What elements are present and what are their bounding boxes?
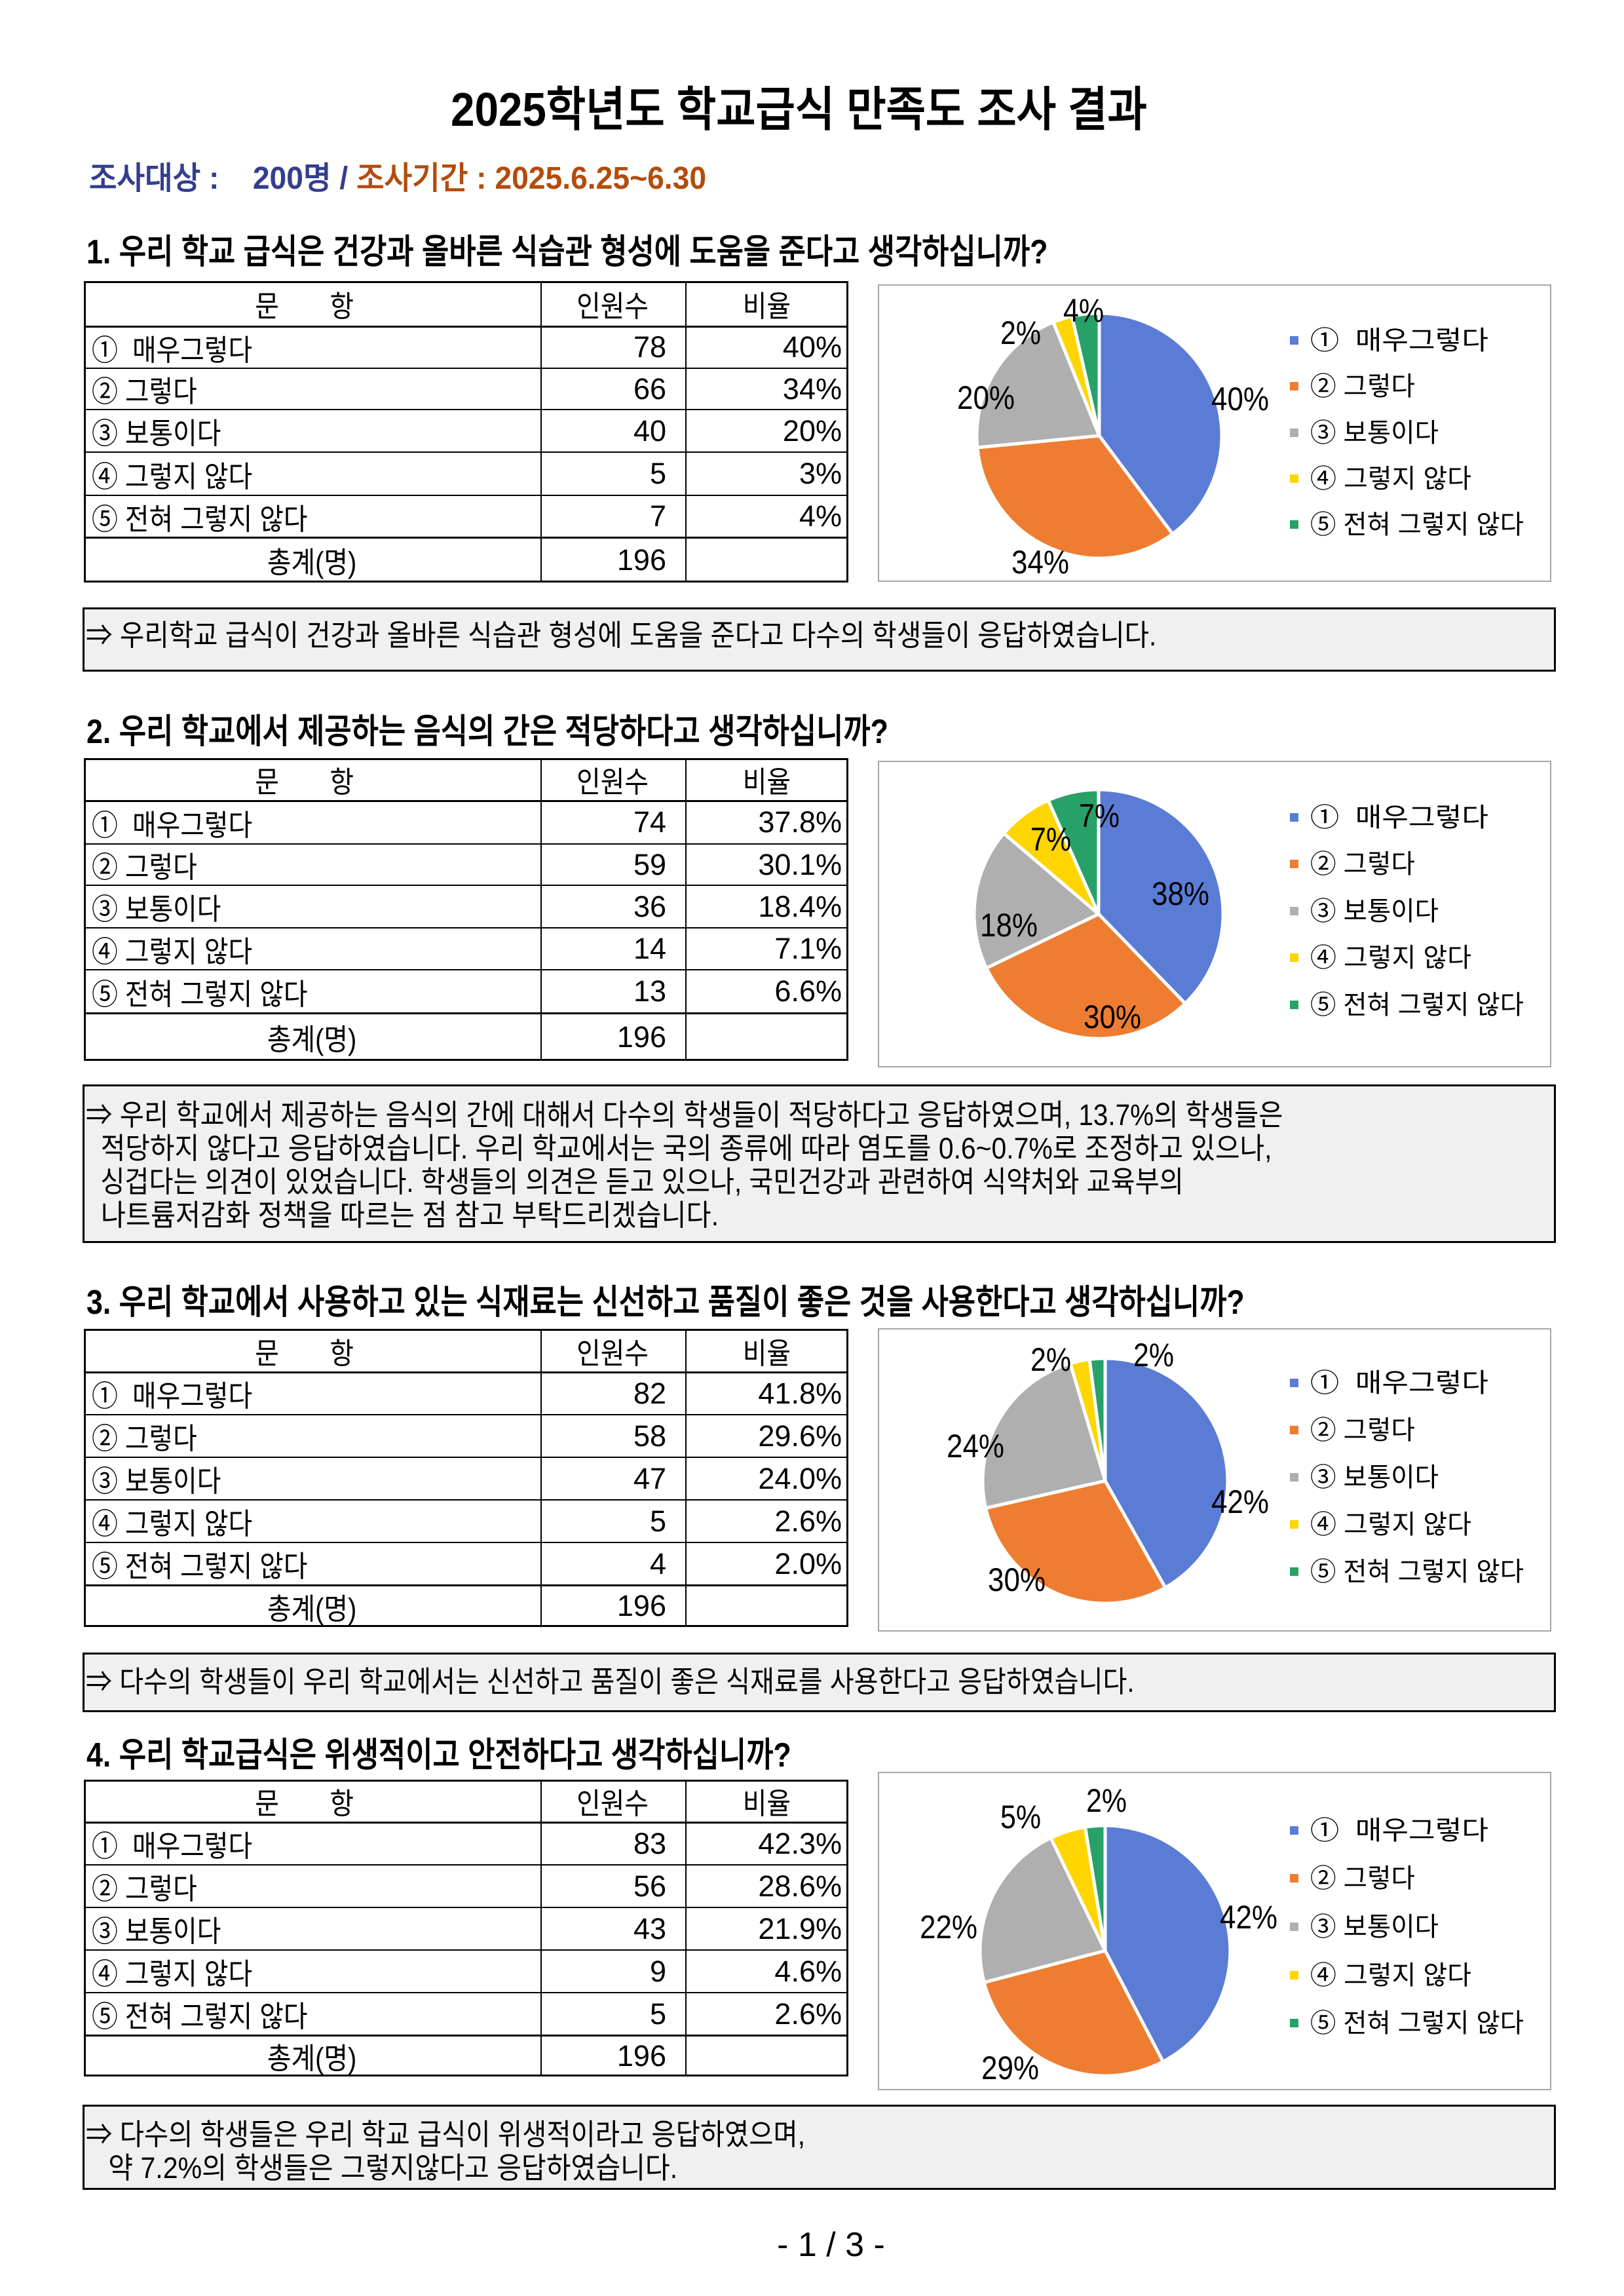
svg-text:① 매우그렇다: ① 매우그렇다 [1310, 1369, 1488, 1398]
svg-text:5%: 5% [1000, 1799, 1041, 1835]
svg-text:② 그렇다: ② 그렇다 [1310, 372, 1415, 401]
svg-text:④ 그렇지 않다: ④ 그렇지 않다 [1310, 944, 1471, 972]
svg-text:18%: 18% [980, 907, 1038, 944]
svg-text:2%: 2% [1086, 1782, 1127, 1819]
svg-text:42%: 42% [1211, 1483, 1269, 1520]
svg-text:40%: 40% [1211, 381, 1269, 417]
svg-text:2%: 2% [1000, 315, 1041, 351]
svg-text:7%: 7% [1030, 821, 1071, 858]
svg-text:④ 그렇지 않다: ④ 그렇지 않다 [1310, 1961, 1471, 1990]
svg-text:20%: 20% [957, 379, 1015, 416]
svg-text:2%: 2% [1133, 1337, 1174, 1373]
svg-text:② 그렇다: ② 그렇다 [1310, 1416, 1415, 1445]
svg-text:① 매우그렇다: ① 매우그렇다 [1310, 326, 1488, 355]
svg-text:4%: 4% [1063, 292, 1104, 329]
svg-text:④ 그렇지 않다: ④ 그렇지 않다 [1310, 1510, 1471, 1539]
svg-text:③ 보통이다: ③ 보통이다 [1310, 897, 1439, 926]
svg-text:29%: 29% [981, 2050, 1039, 2086]
svg-text:② 그렇다: ② 그렇다 [1310, 1864, 1415, 1893]
svg-text:42%: 42% [1220, 1899, 1277, 1936]
svg-text:③ 보통이다: ③ 보통이다 [1310, 419, 1439, 448]
svg-text:③ 보통이다: ③ 보통이다 [1310, 1463, 1439, 1492]
svg-text:24%: 24% [947, 1428, 1004, 1464]
svg-text:30%: 30% [988, 1561, 1046, 1598]
svg-text:7%: 7% [1079, 797, 1120, 834]
svg-text:30%: 30% [1084, 999, 1141, 1035]
svg-text:2%: 2% [1030, 1341, 1071, 1378]
svg-text:① 매우그렇다: ① 매우그렇다 [1310, 1816, 1488, 1845]
svg-text:34%: 34% [1011, 544, 1069, 581]
svg-text:① 매우그렇다: ① 매우그렇다 [1310, 803, 1488, 832]
svg-text:③ 보통이다: ③ 보통이다 [1310, 1913, 1439, 1942]
svg-text:38%: 38% [1152, 875, 1209, 912]
svg-text:22%: 22% [920, 1909, 977, 1945]
svg-text:② 그렇다: ② 그렇다 [1310, 850, 1415, 879]
svg-text:⑤ 전혀 그렇지 않다: ⑤ 전혀 그렇지 않다 [1310, 991, 1524, 1020]
svg-text:④ 그렇지 않다: ④ 그렇지 않다 [1310, 465, 1471, 493]
svg-text:⑤ 전혀 그렇지 않다: ⑤ 전혀 그렇지 않다 [1310, 510, 1524, 539]
svg-text:⑤ 전혀 그렇지 않다: ⑤ 전혀 그렇지 않다 [1310, 2009, 1524, 2038]
svg-text:⑤ 전혀 그렇지 않다: ⑤ 전혀 그렇지 않다 [1310, 1558, 1524, 1586]
